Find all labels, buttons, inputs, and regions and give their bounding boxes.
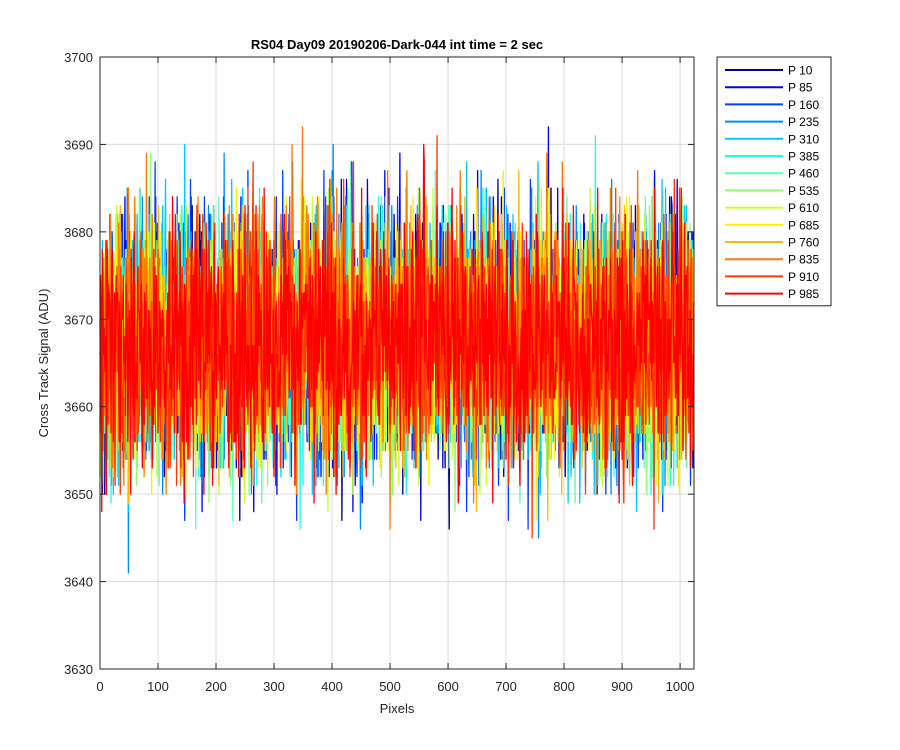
axis-ticks: 0 100 200 300 400 500 600 700 800 900 1000 3630 3640…: [64, 50, 694, 694]
y-tick-label: 3630: [64, 662, 93, 677]
legend-label: P 535: [788, 184, 819, 198]
x-tick-label: 900: [611, 679, 633, 694]
legend-label: P 310: [788, 132, 819, 146]
x-tick-label: 500: [379, 679, 401, 694]
legend-box: [716, 56, 832, 307]
series-lines: [99, 126, 695, 574]
x-tick-label: 200: [205, 679, 227, 694]
x-axis-label: Pixels: [380, 701, 415, 716]
y-tick-label: 3680: [64, 225, 93, 240]
x-tick-label: 0: [96, 679, 103, 694]
legend-label: P 460: [788, 167, 819, 181]
legend-label: P 10: [788, 64, 813, 78]
y-tick-label: 3700: [64, 50, 93, 65]
y-tick-label: 3670: [64, 312, 93, 327]
y-tick-label: 3640: [64, 575, 93, 590]
legend-label: P 385: [788, 150, 819, 164]
legend-label: P 160: [788, 98, 819, 112]
legend-label: P 610: [788, 201, 819, 215]
series-line-p985: [99, 143, 695, 513]
legend-label: P 835: [788, 253, 819, 267]
y-axis-label: Cross Track Signal (ADU): [36, 289, 51, 438]
y-tick-label: 3650: [64, 487, 93, 502]
legend: P 10 P 85 P 160 P 235 P 310 P 385 P 460 P 535 P …: [716, 56, 832, 307]
x-tick-label: 100: [147, 679, 169, 694]
y-tick-label: 3690: [64, 137, 93, 152]
x-tick-label: 400: [321, 679, 343, 694]
x-tick-label: 300: [263, 679, 285, 694]
legend-label: P 760: [788, 236, 819, 250]
chart-title: RS04 Day09 20190206-Dark-044 int time = …: [251, 37, 543, 52]
legend-label: P 910: [788, 270, 819, 284]
legend-label: P 235: [788, 115, 819, 129]
x-tick-label: 600: [437, 679, 459, 694]
legend-label: P 685: [788, 218, 819, 232]
x-tick-label: 1000: [666, 679, 695, 694]
legend-label: P 85: [788, 81, 813, 95]
y-tick-label: 3660: [64, 400, 93, 415]
x-tick-label: 700: [495, 679, 517, 694]
plot-frame: [99, 56, 695, 670]
legend-label: P 985: [788, 287, 819, 301]
x-tick-label: 800: [553, 679, 575, 694]
